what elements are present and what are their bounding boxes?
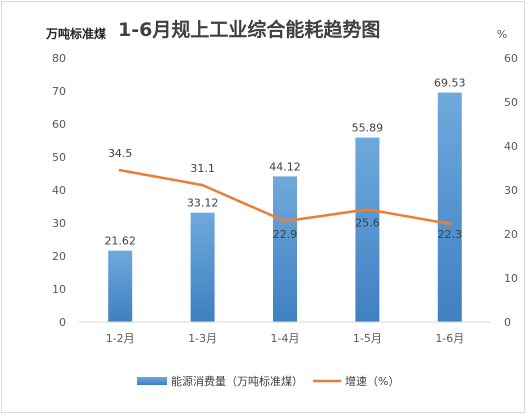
right-tick-label: 10 — [504, 272, 518, 285]
left-axis: 0 10 20 30 40 50 60 70 80 — [52, 52, 66, 329]
x-tick-label: 1-2月 — [106, 332, 135, 345]
right-axis: 0 10 20 30 40 50 60 — [504, 52, 518, 329]
right-tick-label: 0 — [504, 316, 511, 329]
x-tick-label: 1-5月 — [353, 332, 382, 345]
bar-data-label: 44.12 — [269, 160, 301, 173]
right-tick-label: 50 — [504, 96, 518, 109]
right-tick-label: 40 — [504, 140, 518, 153]
x-axis: 1-2月 1-3月 1-4月 1-5月 1-6月 — [106, 332, 465, 345]
x-tick-label: 1-3月 — [188, 332, 217, 345]
bar — [437, 92, 462, 323]
bar-series: 21.62 33.12 44.12 55.89 69.53 — [104, 77, 466, 323]
left-tick-label: 80 — [52, 52, 66, 65]
right-axis-unit: % — [497, 28, 507, 41]
bar — [108, 250, 133, 322]
line-series: 34.5 31.1 22.9 25.6 22.3 — [108, 147, 462, 241]
line-data-label: 25.6 — [355, 216, 380, 229]
bar-data-label: 69.53 — [434, 77, 466, 90]
bar — [190, 212, 215, 322]
line-data-label: 34.5 — [108, 147, 133, 160]
legend-bar-label: 能源消费量（万吨标准煤） — [171, 374, 303, 388]
bar — [273, 176, 297, 322]
legend: 能源消费量（万吨标准煤） 增速（%） — [137, 374, 399, 388]
bar-data-label: 33.12 — [187, 197, 219, 210]
line-data-label: 22.3 — [438, 228, 463, 241]
line-point — [118, 168, 122, 172]
right-tick-label: 20 — [504, 228, 518, 241]
bar-data-label: 21.62 — [104, 235, 136, 248]
left-tick-label: 60 — [52, 118, 66, 131]
x-tick-label: 1-4月 — [271, 332, 300, 345]
legend-bar-swatch — [137, 377, 167, 385]
right-tick-label: 60 — [504, 52, 518, 65]
left-tick-label: 10 — [52, 283, 66, 296]
left-tick-label: 50 — [52, 151, 66, 164]
bar — [355, 137, 380, 322]
left-tick-label: 70 — [52, 85, 66, 98]
left-tick-label: 40 — [52, 184, 66, 197]
left-tick-label: 0 — [59, 316, 66, 329]
line-data-label: 31.1 — [190, 162, 215, 175]
line-point — [448, 222, 452, 226]
left-tick-label: 20 — [52, 250, 66, 263]
left-axis-unit: 万吨标准煤 — [45, 26, 106, 41]
bar-data-label: 55.89 — [352, 122, 384, 135]
line-point — [283, 219, 287, 223]
right-tick-label: 30 — [504, 184, 518, 197]
chart-title: 1-6月规上工业综合能耗趋势图 — [118, 18, 380, 41]
left-tick-label: 30 — [52, 217, 66, 230]
line-point — [201, 183, 205, 187]
line-data-label: 22.9 — [273, 228, 298, 241]
line-point — [365, 207, 369, 211]
legend-line-label: 增速（%） — [345, 374, 399, 388]
x-tick-label: 1-6月 — [435, 332, 464, 345]
